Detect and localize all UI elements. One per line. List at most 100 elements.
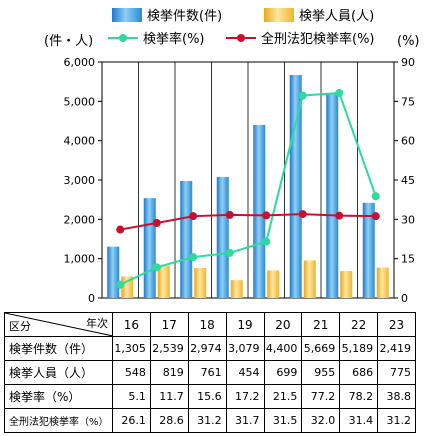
table-year-header: 23 xyxy=(377,312,416,337)
bar-persons xyxy=(267,270,280,298)
line-all-crime-rate xyxy=(120,213,376,231)
legend-swatch-persons xyxy=(264,8,294,22)
right-tick-label: 90 xyxy=(401,56,415,69)
bar-cases xyxy=(180,181,193,298)
table-row-label: 検挙率（%） xyxy=(4,384,113,409)
bar-persons xyxy=(157,265,170,298)
table-header-row: 区分 年次 16 17 18 19 20 21 22 23 xyxy=(4,312,416,337)
table-year-header: 22 xyxy=(339,312,379,337)
table-cell: 31.4 xyxy=(339,408,379,433)
left-tick-label: 3,000 xyxy=(64,174,96,187)
combo-chart: 検挙件数(件) 検挙人員(人) 検挙率(%) 全刑法犯検挙率(%) (件・人) … xyxy=(44,8,420,305)
point-clearance-rate xyxy=(371,192,380,201)
table-cell: 78.2 xyxy=(339,384,379,409)
left-axis-unit: (件・人) xyxy=(44,34,93,49)
table-cell: 17.2 xyxy=(225,384,265,409)
corner-label-year: 年次 xyxy=(86,317,108,330)
table-cell: 31.2 xyxy=(377,408,416,433)
table-row-persons: 検挙人員（人） 548 819 761 454 699 955 686 775 xyxy=(4,360,416,385)
bar-cases xyxy=(289,75,302,298)
left-tick-label: 6,000 xyxy=(64,56,96,69)
bar-persons xyxy=(230,280,243,298)
point-clearance-rate xyxy=(116,280,125,289)
table-cell: 32.0 xyxy=(301,408,341,433)
table-row-label: 検挙件数（件） xyxy=(4,336,113,361)
bar-cases xyxy=(326,93,339,299)
table-year-header: 18 xyxy=(187,312,227,337)
right-axis-unit: (%) xyxy=(397,34,420,49)
legend-label-persons: 検挙人員(人) xyxy=(299,9,374,24)
legend-swatch-cases xyxy=(112,8,142,22)
bar-cases xyxy=(362,202,375,298)
table-cell: 548 xyxy=(112,360,151,385)
point-all-crime-rate xyxy=(225,210,234,219)
table-cell: 21.5 xyxy=(263,384,303,409)
table-row-label: 全刑法犯検挙率（%） xyxy=(4,408,113,433)
table-cell: 11.7 xyxy=(149,384,189,409)
point-all-crime-rate xyxy=(371,212,380,221)
table-cell: 38.8 xyxy=(377,384,416,409)
point-all-crime-rate xyxy=(189,212,198,221)
point-clearance-rate xyxy=(335,88,344,97)
legend-item-clearance-rate: 検挙率(%) xyxy=(108,31,205,47)
left-tick-label: 1,000 xyxy=(64,253,96,266)
legend-item-all-crime-rate: 全刑法犯検挙率(%) xyxy=(226,31,375,47)
point-clearance-rate xyxy=(189,253,198,262)
bar-persons xyxy=(376,267,389,298)
table-cell: 2,974 xyxy=(187,336,227,361)
bar-cases xyxy=(143,198,156,298)
table-cell: 2,539 xyxy=(149,336,189,361)
table-cell: 31.2 xyxy=(187,408,227,433)
table-cell: 775 xyxy=(377,360,416,385)
table-cell: 819 xyxy=(149,360,189,385)
table-year-header: 17 xyxy=(149,312,189,337)
table-year-header: 21 xyxy=(301,312,341,337)
bar-cases xyxy=(216,176,229,298)
legend: 検挙件数(件) 検挙人員(人) 検挙率(%) 全刑法犯検挙率(%) xyxy=(108,8,375,47)
point-all-crime-rate xyxy=(116,225,125,234)
right-tick-label: 0 xyxy=(401,292,408,305)
right-tick-label: 30 xyxy=(401,213,415,226)
data-table: 区分 年次 16 17 18 19 20 21 22 23 検挙件数（件） 1,… xyxy=(4,312,416,433)
table-cell: 686 xyxy=(339,360,379,385)
table-cell: 3,079 xyxy=(225,336,265,361)
right-tick-label: 15 xyxy=(401,253,415,266)
point-clearance-rate xyxy=(152,263,161,272)
point-all-crime-rate xyxy=(152,219,161,228)
point-clearance-rate xyxy=(225,248,234,257)
bars xyxy=(107,75,389,299)
corner-label-category: 区分 xyxy=(9,320,31,333)
table-cell: 699 xyxy=(263,360,303,385)
bar-persons xyxy=(194,268,207,298)
bar-persons xyxy=(340,271,353,298)
legend-label-cases: 検挙件数(件) xyxy=(147,9,222,24)
table-cell: 77.2 xyxy=(301,384,341,409)
right-tick-label: 75 xyxy=(401,95,415,108)
corner-diagonal xyxy=(5,313,112,336)
table-row-all-crime-rate: 全刑法犯検挙率（%） 26.1 28.6 31.2 31.7 31.5 32.0… xyxy=(4,408,416,433)
table-cell: 15.6 xyxy=(187,384,227,409)
table-cell: 28.6 xyxy=(149,408,189,433)
table-year-header: 19 xyxy=(225,312,265,337)
table-cell: 31.7 xyxy=(225,408,265,433)
legend-item-persons: 検挙人員(人) xyxy=(264,8,374,24)
point-clearance-rate xyxy=(262,237,271,246)
table-cell: 31.5 xyxy=(263,408,303,433)
table-row-cases: 検挙件数（件） 1,305 2,539 2,974 3,079 4,400 5,… xyxy=(4,336,416,361)
right-axis-ticks: 0 15 30 45 60 75 90 xyxy=(394,56,415,305)
point-all-crime-rate xyxy=(262,211,271,220)
line-clearance-rate xyxy=(119,91,377,286)
point-all-crime-rate xyxy=(298,210,307,219)
legend-marker-all-crime-rate xyxy=(237,34,245,42)
table-cell: 1,305 xyxy=(112,336,151,361)
legend-label-all-crime-rate: 全刑法犯検挙率(%) xyxy=(261,31,375,47)
table-row-label: 検挙人員（人） xyxy=(4,360,113,385)
table-cell: 26.1 xyxy=(112,408,151,433)
legend-marker-clearance-rate xyxy=(119,34,127,42)
table-cell: 5,189 xyxy=(339,336,379,361)
right-tick-label: 60 xyxy=(401,135,415,148)
legend-label-clearance-rate: 検挙率(%) xyxy=(143,31,205,47)
legend-item-cases: 検挙件数(件) xyxy=(112,8,222,24)
table-corner-cell: 区分 年次 xyxy=(4,312,113,337)
left-tick-label: 2,000 xyxy=(64,213,96,226)
